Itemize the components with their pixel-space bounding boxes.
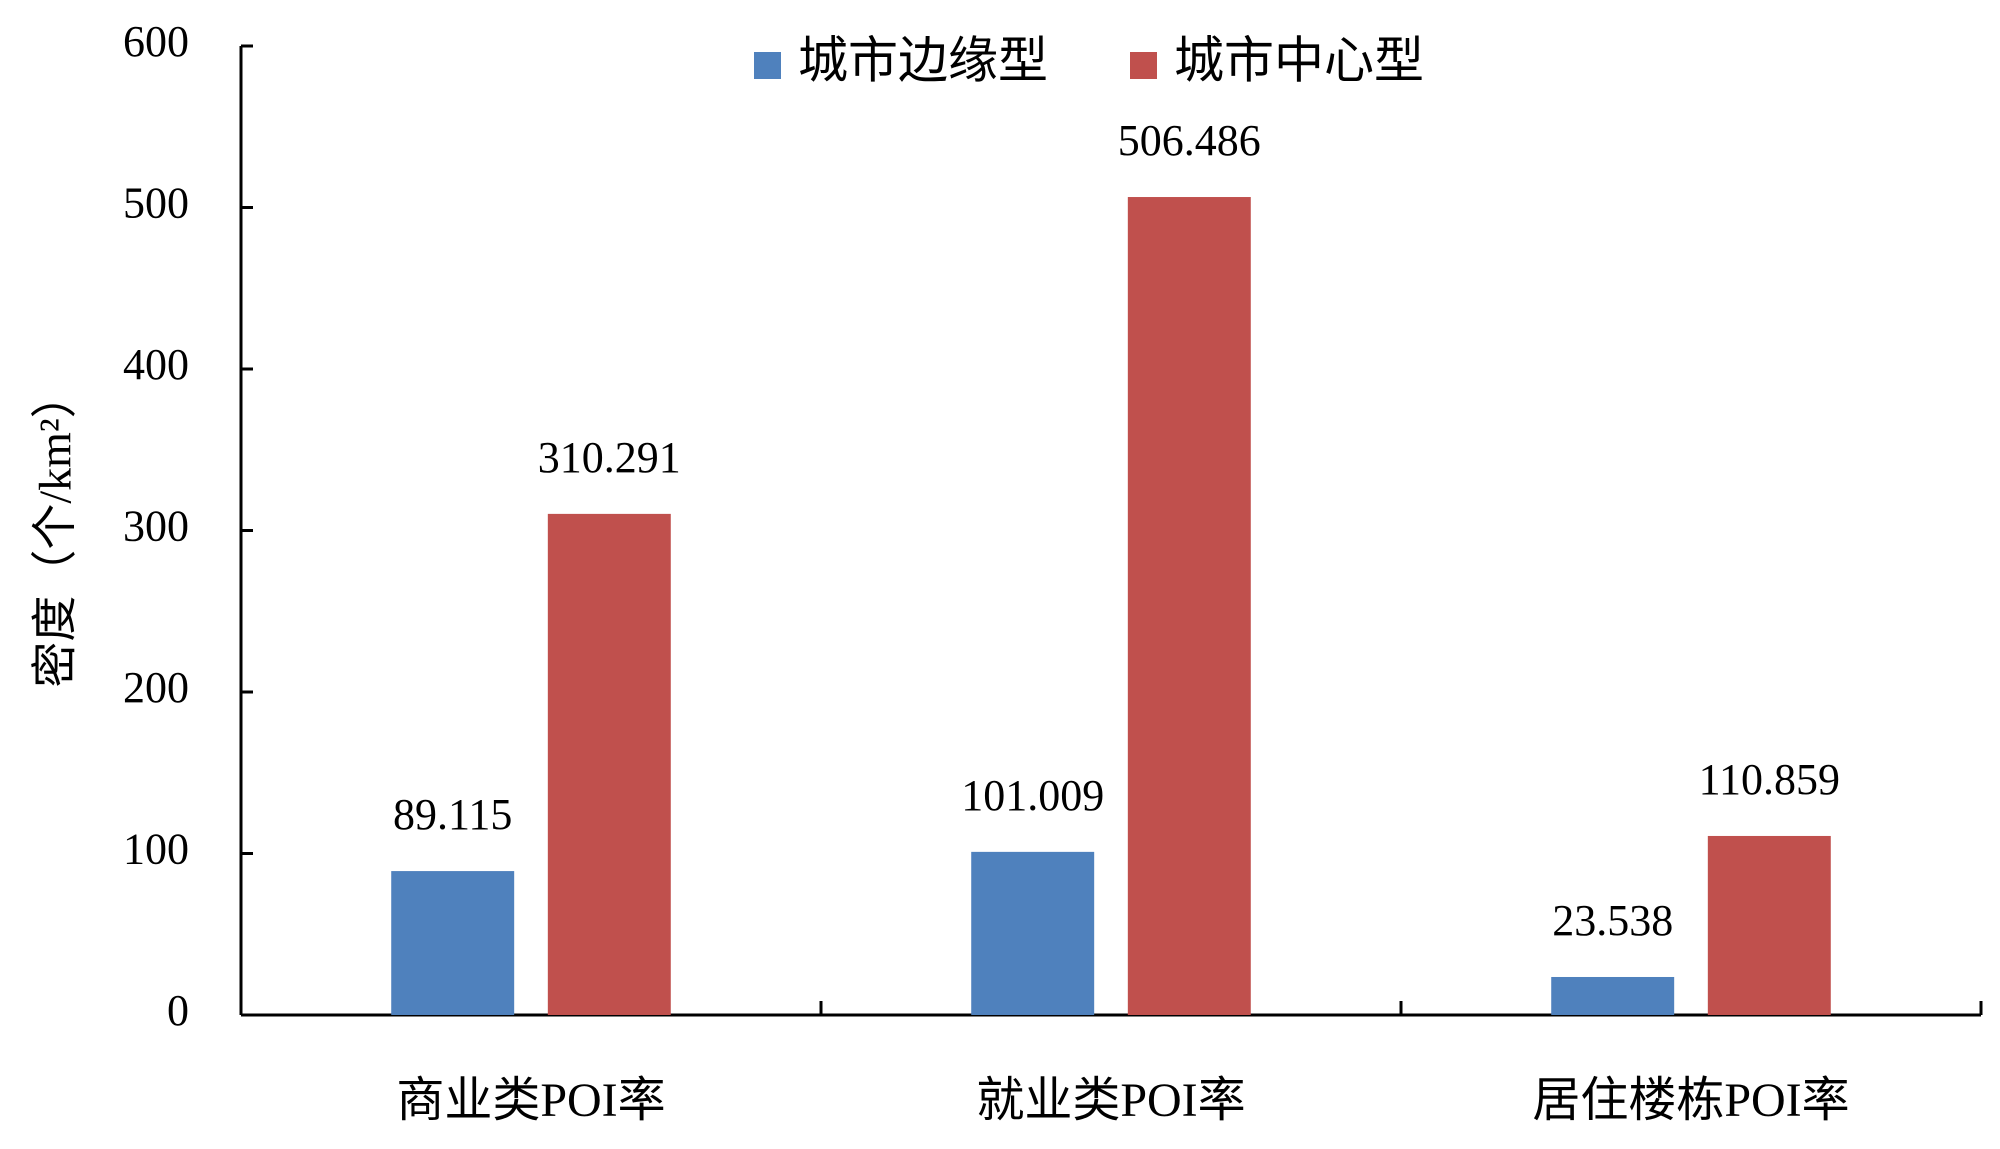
legend-swatch	[754, 52, 781, 79]
x-tick-label: 商业类POI率	[396, 1074, 665, 1127]
y-tick-label: 600	[123, 17, 189, 66]
legend-swatch	[1130, 52, 1157, 79]
bar	[1707, 835, 1831, 1015]
y-tick-label: 500	[123, 179, 189, 228]
x-tick-label: 居住楼栋POI率	[1532, 1074, 1849, 1127]
legend-label: 城市边缘型	[798, 32, 1048, 88]
y-tick-label: 200	[123, 663, 189, 712]
y-axis-label: 密度（个/km²）	[30, 372, 81, 687]
y-tick-label: 400	[123, 340, 189, 389]
value-label: 310.291	[538, 433, 681, 482]
legend-label: 城市中心型	[1174, 32, 1424, 88]
bar	[547, 513, 671, 1015]
value-label: 101.009	[961, 771, 1104, 820]
x-tick-label: 就业类POI率	[976, 1074, 1245, 1127]
y-tick-label: 100	[123, 825, 189, 874]
bar	[971, 851, 1095, 1015]
bar	[1551, 976, 1675, 1015]
bar	[1127, 197, 1251, 1015]
value-label: 89.115	[393, 790, 512, 839]
bar	[391, 871, 515, 1015]
y-tick-label: 300	[123, 502, 189, 551]
value-label: 506.486	[1118, 116, 1261, 165]
y-tick-label: 0	[167, 986, 189, 1035]
value-label: 110.859	[1699, 755, 1840, 804]
value-label: 23.538	[1552, 896, 1673, 945]
